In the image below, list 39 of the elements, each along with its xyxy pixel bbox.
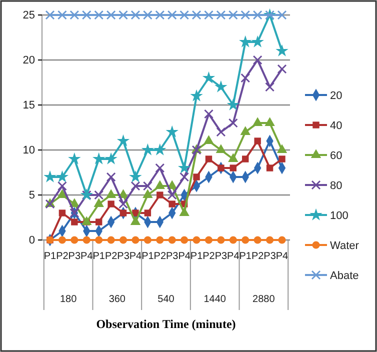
x-tick-label: P2: [104, 251, 118, 262]
x-tick-label: P1: [142, 251, 154, 262]
x-tick-label: P1: [239, 251, 252, 262]
x-axis-title: Observation Time (minute): [96, 317, 236, 331]
y-tick-label: 0: [28, 234, 35, 247]
x-tick-label: P1: [92, 251, 106, 262]
x-tick-label: P4: [276, 251, 289, 262]
legend-label: 100: [330, 210, 348, 222]
y-tick-label: 25: [22, 10, 35, 22]
y-tick-label: 20: [22, 54, 35, 67]
text: 1440: [204, 294, 226, 305]
x-tick-label: P3: [264, 251, 276, 262]
y-tick-label: 5: [28, 190, 35, 202]
x-tick-label: P1: [190, 251, 204, 262]
x-tick-label: P2: [251, 251, 264, 262]
x-tick-label: P4: [80, 251, 94, 262]
legend-label: 80: [330, 180, 342, 192]
text: 2880: [252, 294, 276, 305]
x-tick-label: P4: [129, 251, 142, 262]
x-tick-label: P2: [56, 251, 69, 262]
text: 360: [108, 294, 126, 305]
text: 180: [60, 294, 78, 305]
legend-label: Abate: [330, 270, 359, 282]
y-tick-label: 15: [22, 100, 35, 112]
x-tick-label: P2: [202, 251, 216, 262]
y-tick-label: 10: [22, 144, 35, 157]
x-tick-label: P4: [227, 251, 240, 262]
x-tick-label: P3: [214, 251, 228, 262]
text: 540: [158, 294, 175, 305]
legend-label: 20: [330, 90, 342, 102]
legend-label: 40: [330, 120, 342, 132]
legend-label: 60: [330, 150, 342, 162]
x-tick-label: P3: [166, 251, 179, 262]
legend-label: Water: [330, 240, 360, 252]
x-tick-label: P4: [178, 251, 191, 262]
x-tick-label: P3: [117, 251, 130, 262]
x-tick-label: P1: [44, 251, 57, 262]
x-tick-label: P2: [154, 251, 166, 262]
x-tick-label: P3: [68, 251, 81, 262]
